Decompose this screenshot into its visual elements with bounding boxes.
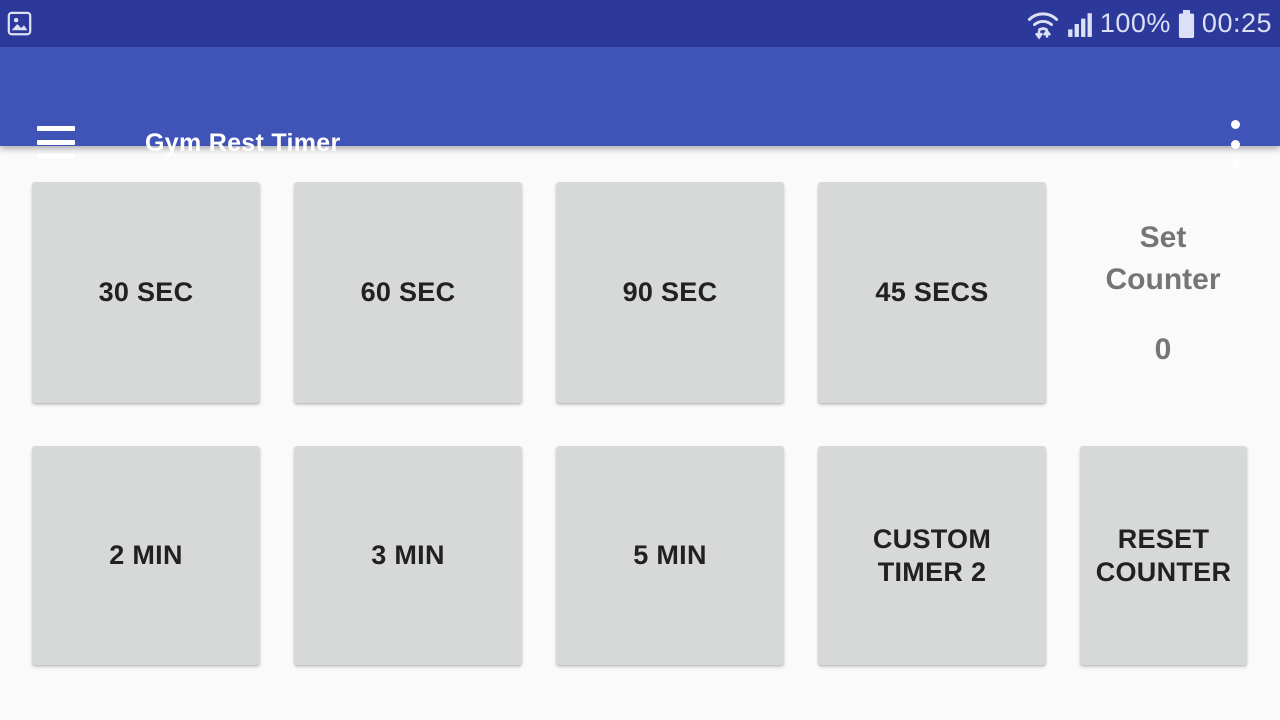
status-bar: 100% 00:25 <box>0 0 1280 47</box>
timer-60-sec-button[interactable]: 60 SEC <box>294 182 522 403</box>
hamburger-menu-icon[interactable] <box>37 126 75 159</box>
battery-full-icon <box>1178 9 1195 38</box>
timer-90-sec-button[interactable]: 90 SEC <box>556 182 784 403</box>
custom-timer-2-button[interactable]: CUSTOM TIMER 2 <box>818 446 1046 665</box>
timer-5-min-button[interactable]: 5 MIN <box>556 446 784 665</box>
app-bar: Gym Rest Timer <box>0 47 1280 168</box>
battery-percent-label: 100% <box>1099 8 1171 38</box>
reset-counter-button[interactable]: RESET COUNTER <box>1080 446 1247 665</box>
timer-2-min-button[interactable]: 2 MIN <box>32 446 260 665</box>
three-dot-menu-icon[interactable] <box>1221 118 1249 170</box>
timer-45-secs-button[interactable]: 45 SECS <box>818 182 1046 403</box>
cellular-signal-icon <box>1067 10 1093 38</box>
clock-label: 00:25 <box>1201 8 1272 38</box>
set-counter-value: 0 <box>1154 333 1172 366</box>
wifi-data-arrows-icon <box>1026 8 1060 40</box>
page-title: Gym Rest Timer <box>145 129 341 157</box>
set-counter-label: Set Counter <box>1105 221 1221 296</box>
timer-3-min-button[interactable]: 3 MIN <box>294 446 522 665</box>
image-notification-icon <box>6 10 33 37</box>
timer-30-sec-button[interactable]: 30 SEC <box>32 182 260 403</box>
